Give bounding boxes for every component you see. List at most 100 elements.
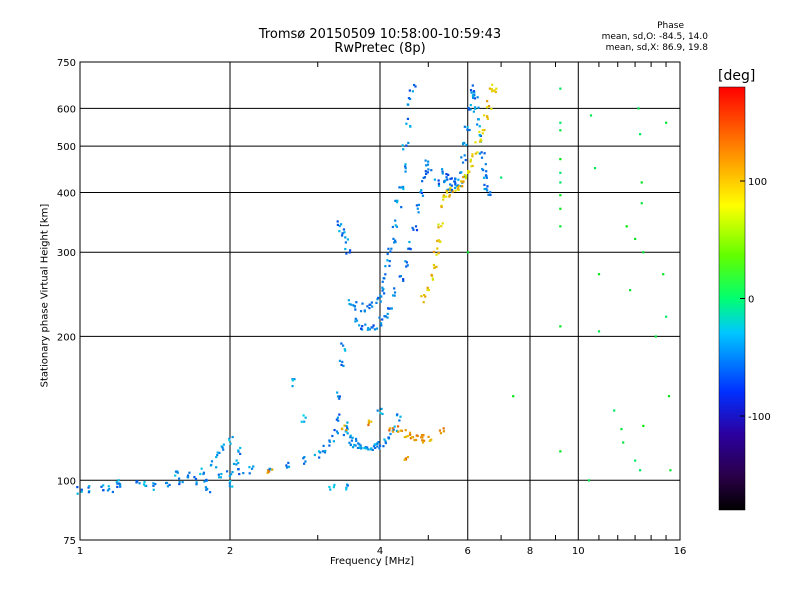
data-point [483,183,486,186]
data-point [345,428,348,432]
stats-line-x: mean, sd,X: 86.9, 19.8 [605,43,708,53]
stats-line-o: mean, sd,O: -84.5, 14.0 [601,32,708,42]
data-point [642,251,645,254]
data-point [364,446,367,449]
data-point [448,195,451,198]
data-point [371,448,374,452]
data-point [405,265,408,268]
data-point [376,442,379,445]
data-point [450,188,454,192]
data-point [479,138,482,141]
data-point [389,250,392,253]
data-point [87,486,90,489]
data-point [87,491,91,494]
data-point [483,187,486,191]
axis-ticks: 1 2 4 6 8 10 16 75 100 200 300 400 500 600 750 [57,58,686,557]
data-point [393,294,396,297]
data-point [391,225,395,229]
data-point [371,326,374,329]
data-point [485,170,488,173]
data-point [490,107,493,110]
data-point [341,427,344,430]
series-early-trace [336,220,352,255]
data-point [178,480,181,484]
data-point [443,180,446,183]
data-point [463,125,466,128]
data-point [119,484,122,487]
data-point [435,253,438,256]
data-point [415,229,419,232]
data-point [423,293,426,297]
data-point [380,324,383,327]
data-point [458,185,461,188]
data-point [394,224,397,227]
data-point [195,481,198,484]
data-point [445,191,449,194]
data-point [489,191,492,194]
data-point [375,327,379,330]
data-point [481,132,484,135]
data-point [447,173,450,176]
data-point [420,189,423,192]
data-point [476,123,479,126]
data-point [405,261,409,264]
data-point [202,471,206,474]
data-point [487,105,491,108]
data-point [446,178,449,181]
data-point [437,179,440,182]
data-point [237,449,240,452]
data-point [415,438,418,442]
data-point [231,485,234,488]
data-point [216,454,219,457]
data-point [403,436,406,439]
data-point [393,425,396,428]
data-point [342,364,345,368]
data-point [470,165,473,168]
data-point [285,466,289,469]
data-point [143,480,146,484]
data-point [181,481,184,484]
data-point [368,303,371,306]
data-point [350,439,353,442]
data-point [166,485,170,488]
data-point [152,484,155,487]
data-point [358,324,361,327]
data-point [424,295,427,298]
data-point [381,289,384,292]
data-point [414,85,417,88]
data-point [368,306,371,310]
colorbar-tick-label: 100 [748,177,767,188]
data-point [252,465,255,468]
data-point [395,429,399,433]
data-point [360,446,363,450]
data-point [355,301,358,304]
data-point [620,428,623,431]
data-point [486,185,489,188]
data-point [493,89,496,92]
data-point [437,251,440,255]
data-point [629,289,632,292]
data-point [404,165,407,168]
data-point [271,468,274,471]
data-point [398,186,401,189]
data-point [367,419,370,422]
data-point [480,151,483,154]
data-point [338,397,341,400]
data-point [421,194,425,197]
data-point [441,172,444,175]
data-point [474,152,477,155]
data-point [559,194,562,197]
data-point [80,488,83,491]
data-point [411,90,415,93]
data-point [230,473,233,476]
data-point [447,188,450,191]
data-point [433,266,436,270]
data-point [138,482,141,485]
data-point [669,469,672,472]
data-point [445,176,448,179]
data-point [401,185,405,189]
data-point [438,429,442,432]
data-point [332,486,335,489]
data-point [339,223,343,226]
data-point [404,429,407,432]
